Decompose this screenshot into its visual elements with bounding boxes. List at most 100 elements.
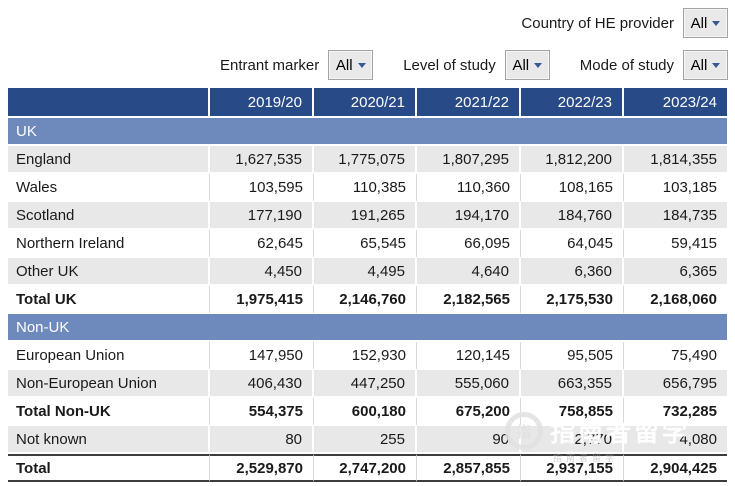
value-cell: 2,747,200 xyxy=(314,454,417,482)
filter-group-level: Level of study All xyxy=(403,50,550,80)
value-cell: 1,814,355 xyxy=(624,146,727,174)
value-cell: 663,355 xyxy=(521,370,624,398)
value-cell: 103,595 xyxy=(210,174,314,202)
row-label: Non-European Union xyxy=(8,370,210,398)
value-cell: 4,450 xyxy=(210,258,314,286)
year-column-header: 2023/24 xyxy=(624,88,727,118)
corner-cell xyxy=(8,88,210,118)
value-cell: 147,950 xyxy=(210,342,314,370)
value-cell: 59,415 xyxy=(624,230,727,258)
value-cell: 4,640 xyxy=(417,258,521,286)
value-cell: 675,200 xyxy=(417,398,521,426)
value-cell: 2,146,760 xyxy=(314,286,417,314)
value-cell: 2,904,425 xyxy=(624,454,727,482)
value-cell: 2,175,530 xyxy=(521,286,624,314)
table-header-row: 2019/20 2020/21 2021/22 2022/23 2023/24 xyxy=(8,88,727,118)
level-filter-dropdown[interactable]: All xyxy=(504,50,550,80)
value-cell: 6,360 xyxy=(521,258,624,286)
value-cell: 2,168,060 xyxy=(624,286,727,314)
year-column-header: 2021/22 xyxy=(417,88,521,118)
mode-filter-dropdown[interactable]: All xyxy=(683,50,728,80)
country-filter-value: All xyxy=(690,14,708,32)
table-header: 2019/20 2020/21 2021/22 2022/23 2023/24 xyxy=(8,88,727,118)
table-row: Northern Ireland 62,645 65,545 66,095 64,045… xyxy=(8,230,727,258)
value-cell: 2,529,870 xyxy=(210,454,314,482)
section-row: UK xyxy=(8,118,727,146)
filter-bar-top: Country of HE provider All xyxy=(491,8,728,38)
year-column-header: 2022/23 xyxy=(521,88,624,118)
value-cell: 406,430 xyxy=(210,370,314,398)
value-cell: 1,807,295 xyxy=(417,146,521,174)
value-cell: 95,505 xyxy=(521,342,624,370)
filter-group-mode: Mode of study All xyxy=(580,50,728,80)
value-cell: 108,165 xyxy=(521,174,624,202)
value-cell: 184,760 xyxy=(521,202,624,230)
value-cell: 152,930 xyxy=(314,342,417,370)
value-cell: 4,080 xyxy=(624,426,727,454)
entrant-filter-dropdown[interactable]: All xyxy=(328,50,374,80)
entrant-filter-label: Entrant marker xyxy=(220,56,320,74)
row-label: Total UK xyxy=(8,286,210,314)
value-cell: 184,735 xyxy=(624,202,727,230)
row-label: European Union xyxy=(8,342,210,370)
table-row: Wales 103,595 110,385 110,360 108,165 103,185 xyxy=(8,174,727,202)
value-cell: 6,365 xyxy=(624,258,727,286)
chevron-down-icon xyxy=(712,20,721,26)
value-cell: 177,190 xyxy=(210,202,314,230)
value-cell: 66,095 xyxy=(417,230,521,258)
value-cell: 2,770 xyxy=(521,426,624,454)
table-row: Total Non-UK 554,375 600,180 675,200 758,855… xyxy=(8,398,727,426)
table-row: Total 2,529,870 2,747,200 2,857,855 2,937,15… xyxy=(8,454,727,482)
value-cell: 554,375 xyxy=(210,398,314,426)
value-cell: 758,855 xyxy=(521,398,624,426)
row-label: Scotland xyxy=(8,202,210,230)
table-row: Not known 80 255 90 2,770 4,080 xyxy=(8,426,727,454)
mode-filter-label: Mode of study xyxy=(579,56,674,74)
value-cell: 1,775,075 xyxy=(314,146,417,174)
value-cell: 110,385 xyxy=(314,174,417,202)
value-cell: 1,627,535 xyxy=(210,146,314,174)
country-filter-dropdown[interactable]: All xyxy=(683,8,728,38)
value-cell: 732,285 xyxy=(624,398,727,426)
filter-group-entrant: Entrant marker All xyxy=(220,50,374,80)
value-cell: 65,545 xyxy=(314,230,417,258)
value-cell: 103,185 xyxy=(624,174,727,202)
row-label: Total xyxy=(8,454,210,482)
table-row: European Union 147,950 152,930 120,145 95,50… xyxy=(8,342,727,370)
value-cell: 75,490 xyxy=(624,342,727,370)
table-row: Other UK 4,450 4,495 4,640 6,360 6,365 xyxy=(8,258,727,286)
value-cell: 120,145 xyxy=(417,342,521,370)
level-filter-value: All xyxy=(512,56,530,74)
value-cell: 2,857,855 xyxy=(417,454,521,482)
row-label: Not known xyxy=(8,426,210,454)
row-label: Other UK xyxy=(8,258,210,286)
table-row: Scotland 177,190 191,265 194,170 184,760 184,… xyxy=(8,202,727,230)
filter-group-country: Country of HE provider All xyxy=(521,8,728,38)
section-row: Non-UK xyxy=(8,314,727,342)
value-cell: 555,060 xyxy=(417,370,521,398)
chevron-down-icon xyxy=(357,62,366,68)
value-cell: 1,812,200 xyxy=(521,146,624,174)
section-label: UK xyxy=(8,118,727,146)
mode-filter-value: All xyxy=(690,56,708,74)
value-cell: 110,360 xyxy=(417,174,521,202)
filter-bar-bottom: Entrant marker All Level of study All Mo… xyxy=(190,50,728,80)
table-row: England 1,627,535 1,775,075 1,807,295 1,812,… xyxy=(8,146,727,174)
value-cell: 80 xyxy=(210,426,314,454)
row-label: England xyxy=(8,146,210,174)
value-cell: 447,250 xyxy=(314,370,417,398)
year-column-header: 2020/21 xyxy=(314,88,417,118)
enrolment-table: 2019/20 2020/21 2021/22 2022/23 2023/24 … xyxy=(8,88,727,482)
value-cell: 255 xyxy=(314,426,417,454)
entrant-filter-value: All xyxy=(335,56,353,74)
chevron-down-icon xyxy=(712,62,721,68)
value-cell: 194,170 xyxy=(417,202,521,230)
chevron-down-icon xyxy=(534,62,543,68)
value-cell: 62,645 xyxy=(210,230,314,258)
section-label: Non-UK xyxy=(8,314,727,342)
value-cell: 90 xyxy=(417,426,521,454)
table-row: Non-European Union 406,430 447,250 555,060 6… xyxy=(8,370,727,398)
value-cell: 1,975,415 xyxy=(210,286,314,314)
country-filter-label: Country of HE provider xyxy=(521,14,674,32)
